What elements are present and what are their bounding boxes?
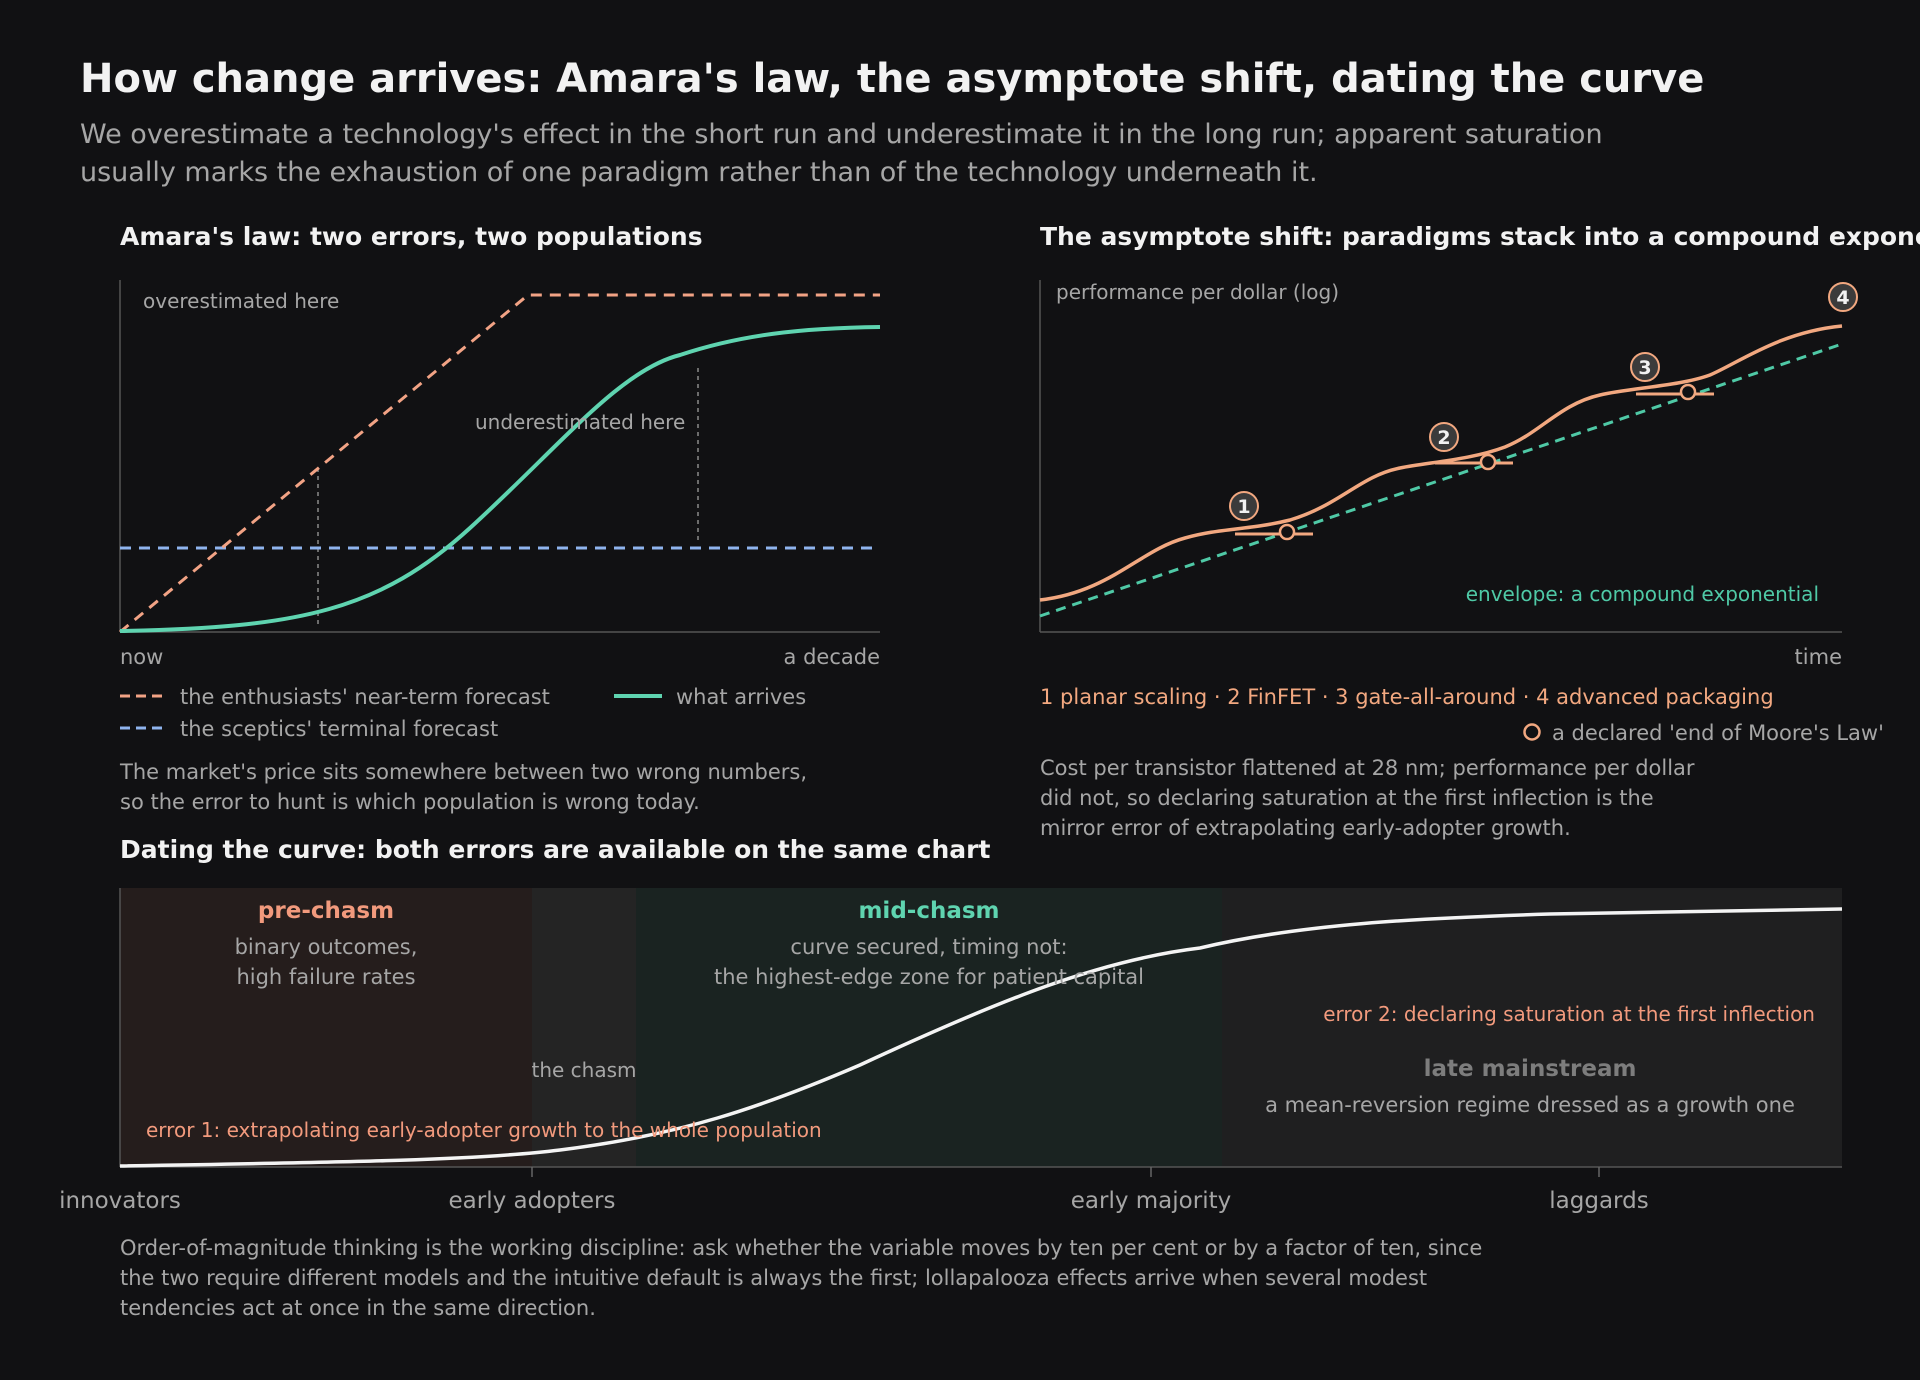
asymptote-note-line-1: Cost per transistor flattened at 28 nm; … xyxy=(1040,756,1695,780)
saturation-legend-label: a declared 'end of Moore's Law' xyxy=(1552,721,1884,745)
late-mainstream-line: a mean-reversion regime dressed as a gro… xyxy=(1265,1093,1795,1117)
late-mainstream-title: late mainstream xyxy=(1424,1056,1637,1082)
svg-text:3: 3 xyxy=(1638,357,1651,379)
asymptote-note-line-2: did not, so declaring saturation at the … xyxy=(1040,786,1654,810)
paradigm-legend: 1 planar scaling · 2 FinFET · 3 gate-all… xyxy=(1040,685,1774,709)
axis-label-early-majority: early majority xyxy=(1071,1188,1231,1214)
dating-note-line-1: Order-of-magnitude thinking is the worki… xyxy=(120,1236,1483,1260)
dating-note-line-3: tendencies act at once in the same direc… xyxy=(120,1296,596,1320)
midchasm-title: mid-chasm xyxy=(858,898,999,924)
paradigm-badge-1: 1 xyxy=(1229,491,1259,521)
underestimated-label: underestimated here xyxy=(475,410,685,434)
x-axis-start-label: now xyxy=(120,645,163,669)
prechasm-line-2: high failure rates xyxy=(236,965,415,989)
error-1-label: error 1: extrapolating early-adopter gro… xyxy=(146,1118,822,1142)
late-mainstream-zone xyxy=(1222,888,1842,1167)
axis-label-innovators: innovators xyxy=(59,1188,181,1214)
midchasm-line-1: curve secured, timing not: xyxy=(790,935,1067,959)
legend-forecast-label: the enthusiasts' near-term forecast xyxy=(180,685,550,709)
subtitle-line-2: usually marks the exhaustion of one para… xyxy=(80,157,1318,188)
envelope-label: envelope: a compound exponential xyxy=(1466,582,1819,606)
page-title: How change arrives: Amara's law, the asy… xyxy=(80,56,1705,102)
error-2-label: error 2: declaring saturation at the fir… xyxy=(1323,1002,1815,1026)
page-subtitle: We overestimate a technology's effect in… xyxy=(80,116,1603,192)
x-axis-end-label: a decade xyxy=(784,645,880,669)
dating-note: Order-of-magnitude thinking is the worki… xyxy=(120,1233,1482,1323)
dating-panel-title: Dating the curve: both errors are availa… xyxy=(120,835,991,864)
legend-sceptic-label: the sceptics' terminal forecast xyxy=(180,717,498,741)
chasm-zone xyxy=(532,888,636,1167)
asymptote-note-line-3: mirror error of extrapolating early-adop… xyxy=(1040,816,1571,840)
amara-chart: overestimated here underestimated here n… xyxy=(119,280,881,669)
amara-note: The market's price sits somewhere betwee… xyxy=(120,757,807,817)
asymptote-note: Cost per transistor flattened at 28 nm; … xyxy=(1040,753,1695,843)
adoption-curve xyxy=(119,907,1843,1168)
amara-panel-title: Amara's law: two errors, two populations xyxy=(120,222,703,251)
saturation-marker-2 xyxy=(1479,453,1497,471)
saturation-marker-3 xyxy=(1679,383,1697,401)
svg-text:1: 1 xyxy=(1237,496,1250,518)
axis-label-laggards: laggards xyxy=(1549,1188,1648,1214)
paradigm-badge-3: 3 xyxy=(1630,352,1660,382)
prechasm-zone xyxy=(120,888,532,1167)
svg-text:4: 4 xyxy=(1836,287,1849,309)
asymptote-y-label: performance per dollar (log) xyxy=(1056,280,1339,304)
paradigm-stack-curve xyxy=(1039,324,1843,602)
dating-chart: pre-chasm binary outcomes, high failure … xyxy=(59,888,1843,1214)
asymptote-panel-title: The asymptote shift: paradigms stack int… xyxy=(1040,222,1920,251)
paradigm-badge-2: 2 xyxy=(1429,422,1459,452)
envelope-line xyxy=(1039,342,1843,618)
paradigm-badge-4: 4 xyxy=(1828,282,1858,312)
prechasm-title: pre-chasm xyxy=(258,898,394,924)
amara-note-line-1: The market's price sits somewhere betwee… xyxy=(120,760,808,784)
prechasm-line-1: binary outcomes, xyxy=(235,935,418,959)
asymptote-chart: 1 2 3 4 performance per dollar (log) env… xyxy=(1039,280,1858,669)
chasm-label: the chasm xyxy=(531,1058,636,1082)
legend-arrives-label: what arrives xyxy=(676,685,806,709)
saturation-marker-1 xyxy=(1278,523,1296,541)
amara-note-line-2: so the error to hunt is which population… xyxy=(120,790,700,814)
subtitle-line-1: We overestimate a technology's effect in… xyxy=(80,119,1603,150)
axis-label-early-adopters: early adopters xyxy=(449,1188,616,1214)
amara-legend: the enthusiasts' near-term forecast the … xyxy=(120,685,806,741)
what-arrives-curve xyxy=(119,325,881,633)
enthusiast-forecast-line xyxy=(119,293,880,634)
svg-text:2: 2 xyxy=(1437,427,1450,449)
midchasm-line-2: the highest-edge zone for patient capita… xyxy=(714,965,1144,989)
dating-note-line-2: the two require different models and the… xyxy=(120,1266,1428,1290)
overestimated-label: overestimated here xyxy=(143,289,339,313)
asymptote-x-label: time xyxy=(1795,645,1842,669)
midchasm-zone xyxy=(636,888,1222,1167)
saturation-legend-swatch xyxy=(1523,723,1541,741)
